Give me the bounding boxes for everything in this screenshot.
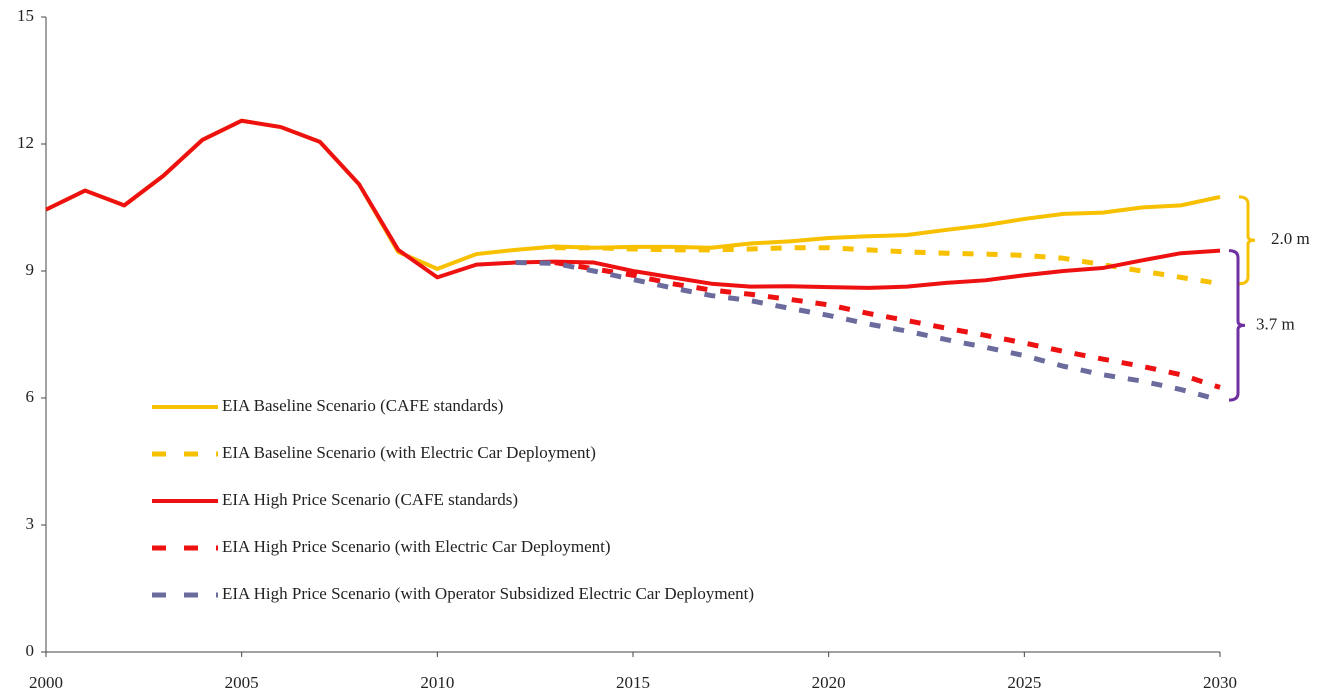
- legend-label: EIA High Price Scenario (with Operator S…: [222, 584, 754, 603]
- x-tick-label: 2030: [1203, 673, 1237, 692]
- annotation: 3.7 m: [1256, 314, 1295, 333]
- x-tick-label: 2015: [616, 673, 650, 692]
- y-tick-label: 9: [26, 260, 35, 279]
- x-tick-label: 2025: [1007, 673, 1041, 692]
- legend-label: EIA High Price Scenario (CAFE standards): [222, 490, 518, 509]
- legend-label: EIA High Price Scenario (with Electric C…: [222, 537, 611, 556]
- series-line: [515, 260, 1221, 403]
- y-tick-label: 15: [17, 6, 34, 25]
- series-line: [45, 118, 1221, 290]
- bracket: [1228, 249, 1246, 402]
- x-tick-label: 2005: [225, 673, 259, 692]
- y-tick-label: 3: [26, 514, 35, 533]
- y-tick-label: 6: [26, 387, 35, 406]
- series-line: [554, 260, 1221, 390]
- annotation: 2.0 m: [1271, 229, 1310, 248]
- x-tick-label: 2010: [420, 673, 454, 692]
- legend-label: EIA Baseline Scenario (with Electric Car…: [222, 443, 596, 462]
- legend-label: EIA Baseline Scenario (CAFE standards): [222, 396, 503, 415]
- x-tick-label: 2020: [812, 673, 846, 692]
- y-tick-label: 12: [17, 133, 34, 152]
- x-tick-label: 2000: [29, 673, 63, 692]
- y-tick-label: 0: [26, 641, 35, 660]
- bracket: [1238, 195, 1256, 286]
